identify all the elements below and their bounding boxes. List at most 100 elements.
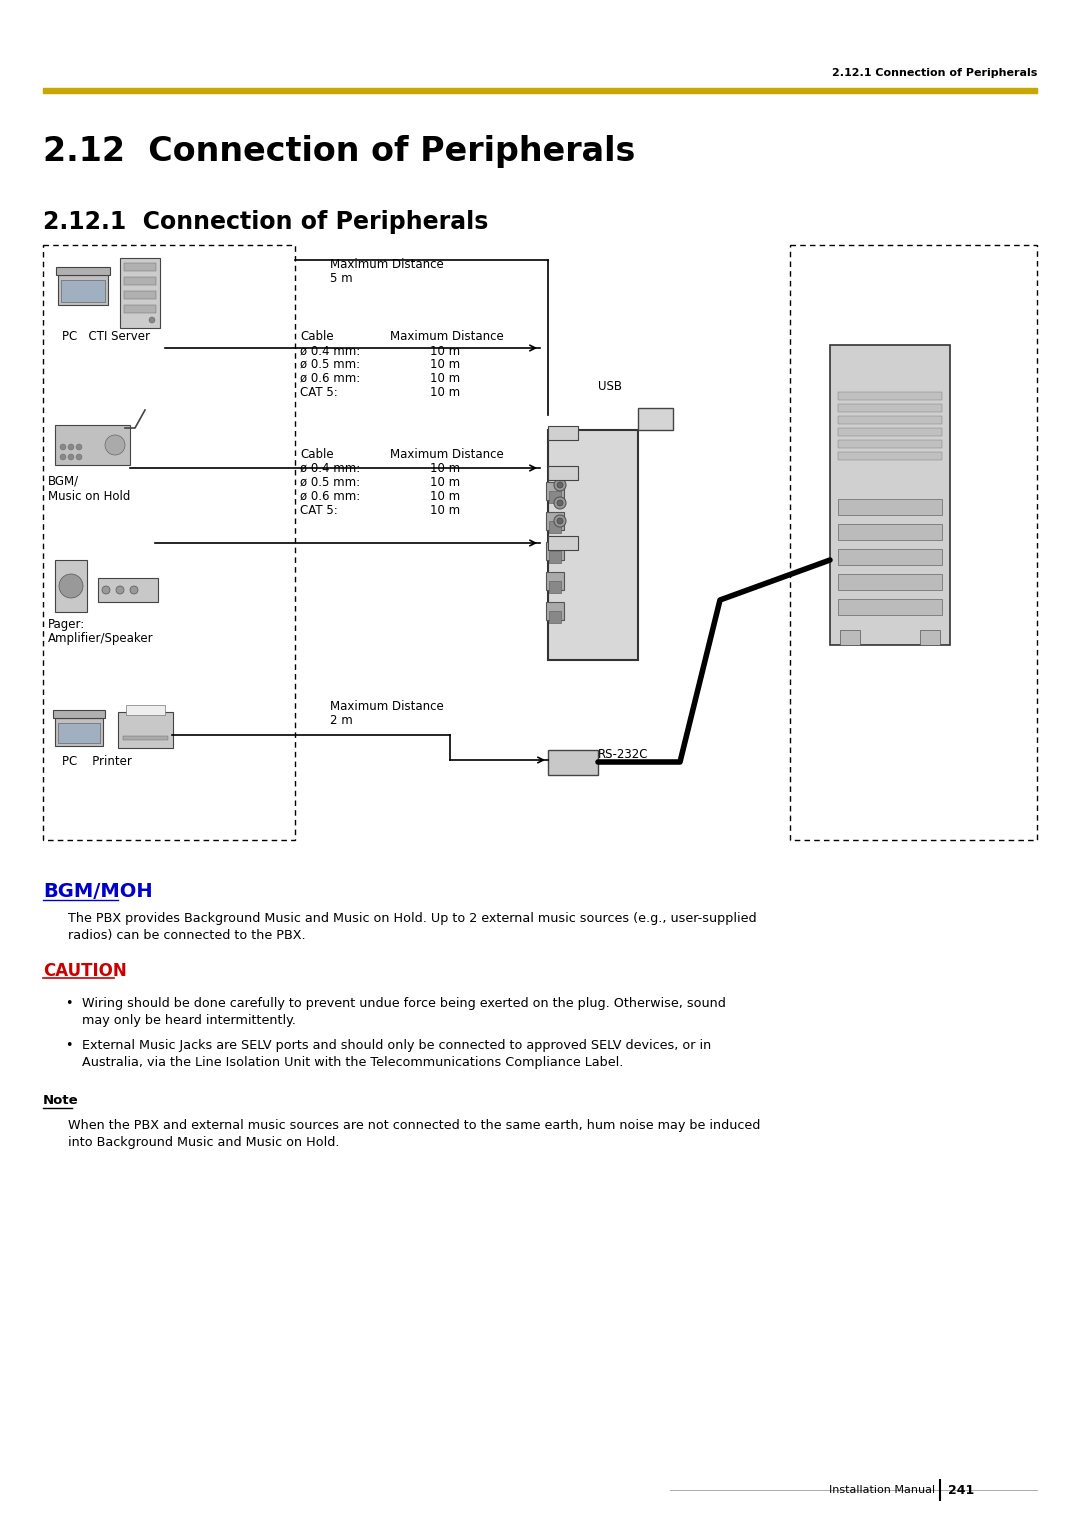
Bar (548, 431, 638, 660)
Circle shape (105, 435, 125, 455)
Text: ø 0.6 mm:: ø 0.6 mm: (300, 490, 361, 502)
Circle shape (59, 574, 83, 599)
Bar (124, 305, 156, 313)
Bar (123, 736, 168, 741)
Text: into Background Music and Music on Hold.: into Background Music and Music on Hold. (68, 1136, 339, 1148)
Circle shape (149, 318, 156, 324)
Bar (831, 345, 950, 644)
Circle shape (130, 586, 138, 594)
Bar (549, 521, 561, 533)
Bar (548, 426, 578, 440)
Text: ø 0.4 mm:: ø 0.4 mm: (300, 345, 361, 357)
Bar (549, 551, 561, 563)
Bar (549, 492, 561, 502)
Bar (546, 542, 564, 560)
Bar (638, 408, 673, 431)
Text: External Music Jacks are SELV ports and should only be connected to approved SEL: External Music Jacks are SELV ports and … (82, 1038, 712, 1052)
Bar (838, 550, 942, 565)
Text: Music on Hold: Music on Hold (48, 490, 131, 502)
Text: radios) can be connected to the PBX.: radios) can be connected to the PBX. (68, 928, 306, 942)
Text: PC    Printer: PC Printer (62, 754, 132, 768)
Bar (55, 560, 87, 612)
Text: 2 m: 2 m (330, 715, 353, 727)
Bar (98, 579, 158, 602)
Text: When the PBX and external music sources are not connected to the same earth, hum: When the PBX and external music sources … (68, 1119, 760, 1132)
Bar (55, 718, 103, 747)
Text: Maximum Distance: Maximum Distance (390, 330, 503, 344)
Text: 2.12  Connection of Peripherals: 2.12 Connection of Peripherals (43, 134, 635, 168)
Bar (126, 705, 165, 715)
Text: 10 m: 10 m (430, 345, 460, 357)
Text: 241: 241 (948, 1484, 974, 1496)
Bar (549, 611, 561, 623)
Bar (548, 750, 598, 776)
Text: Cable: Cable (300, 330, 334, 344)
Circle shape (68, 444, 75, 450)
Text: USB: USB (598, 380, 622, 392)
Text: Australia, via the Line Isolation Unit with the Telecommunications Compliance La: Australia, via the Line Isolation Unit w… (82, 1057, 623, 1069)
Bar (53, 710, 105, 718)
Text: ø 0.5 mm:: ø 0.5 mm: (300, 357, 360, 371)
Text: 10 m: 10 m (430, 357, 460, 371)
Text: 5 m: 5 m (330, 272, 353, 286)
Text: ø 0.6 mm:: ø 0.6 mm: (300, 373, 361, 385)
Circle shape (76, 454, 82, 460)
Text: Note: Note (43, 1093, 79, 1107)
Bar (546, 602, 564, 620)
Bar (838, 405, 942, 412)
Circle shape (557, 499, 563, 505)
Circle shape (102, 586, 110, 594)
Bar (838, 574, 942, 589)
Bar (838, 392, 942, 400)
Bar (546, 483, 564, 499)
Bar (838, 415, 942, 425)
Circle shape (557, 483, 563, 489)
Bar (58, 275, 108, 305)
Text: Pager:: Pager: (48, 618, 85, 631)
Text: RS-232C: RS-232C (598, 748, 648, 760)
Text: 10 m: 10 m (430, 463, 460, 475)
Bar (120, 258, 160, 328)
Text: CAUTION: CAUTION (43, 962, 126, 980)
Bar (838, 599, 942, 615)
Bar (56, 267, 110, 275)
Bar (124, 276, 156, 286)
Text: Maximum Distance: Maximum Distance (330, 699, 444, 713)
Circle shape (554, 496, 566, 508)
Text: 2.12.1  Connection of Peripherals: 2.12.1 Connection of Peripherals (43, 211, 488, 234)
Text: 10 m: 10 m (430, 490, 460, 502)
Text: Maximum Distance: Maximum Distance (390, 447, 503, 461)
Bar (838, 440, 942, 447)
Circle shape (116, 586, 124, 594)
Text: BGM/: BGM/ (48, 475, 79, 489)
Circle shape (76, 444, 82, 450)
Text: ø 0.4 mm:: ø 0.4 mm: (300, 463, 361, 475)
Text: Installation Manual: Installation Manual (828, 1484, 935, 1495)
Circle shape (60, 444, 66, 450)
Text: ø 0.5 mm:: ø 0.5 mm: (300, 476, 360, 489)
Bar (838, 499, 942, 515)
Text: 10 m: 10 m (430, 386, 460, 399)
Bar (838, 524, 942, 541)
Text: PC   CTI Server: PC CTI Server (62, 330, 150, 344)
Text: The PBX provides Background Music and Music on Hold. Up to 2 external music sour: The PBX provides Background Music and Mu… (68, 912, 757, 925)
Text: Amplifier/Speaker: Amplifier/Speaker (48, 632, 153, 644)
Bar (55, 425, 130, 466)
Bar (840, 631, 860, 644)
Bar (546, 512, 564, 530)
Text: BGM/MOH: BGM/MOH (43, 883, 152, 901)
Text: Wiring should be done carefully to prevent undue force being exerted on the plug: Wiring should be done carefully to preve… (82, 997, 726, 1009)
Bar (548, 466, 578, 479)
Text: CAT 5:: CAT 5: (300, 386, 338, 399)
Bar (58, 722, 100, 744)
Bar (124, 292, 156, 299)
Text: Maximum Distance: Maximum Distance (330, 258, 444, 270)
Text: CAT 5:: CAT 5: (300, 504, 338, 518)
Text: may only be heard intermittently.: may only be heard intermittently. (82, 1014, 296, 1028)
Circle shape (60, 454, 66, 460)
Bar (920, 631, 940, 644)
Bar (60, 279, 105, 302)
Bar (548, 536, 578, 550)
Text: 2.12.1 Connection of Peripherals: 2.12.1 Connection of Peripherals (832, 69, 1037, 78)
Bar (546, 573, 564, 589)
